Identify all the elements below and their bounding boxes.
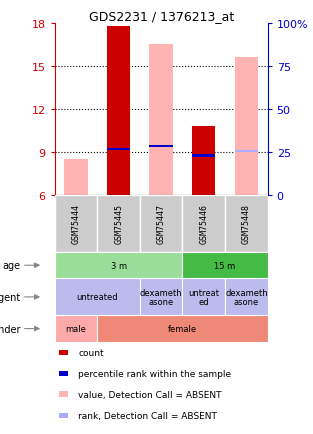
Text: untreat
ed: untreat ed bbox=[188, 288, 219, 306]
Text: gender: gender bbox=[0, 324, 21, 334]
Text: dexameth
asone: dexameth asone bbox=[225, 288, 268, 306]
Bar bbox=[150, 45, 173, 195]
Bar bbox=[55, 316, 97, 342]
Bar bbox=[55, 279, 140, 316]
Bar bbox=[59, 413, 68, 418]
Bar bbox=[107, 148, 130, 151]
Bar bbox=[235, 151, 258, 153]
Text: percentile rank within the sample: percentile rank within the sample bbox=[78, 369, 231, 378]
Bar bbox=[97, 195, 140, 252]
Bar bbox=[64, 160, 88, 195]
Bar bbox=[97, 316, 268, 342]
Bar bbox=[55, 252, 182, 279]
Text: GSM75447: GSM75447 bbox=[157, 204, 166, 244]
Text: age: age bbox=[3, 260, 21, 270]
Bar bbox=[140, 279, 182, 316]
Text: 3 m: 3 m bbox=[110, 261, 127, 270]
Text: dexameth
asone: dexameth asone bbox=[140, 288, 182, 306]
Text: GSM75446: GSM75446 bbox=[199, 204, 208, 244]
Text: male: male bbox=[66, 324, 86, 333]
Text: rank, Detection Call = ABSENT: rank, Detection Call = ABSENT bbox=[78, 411, 217, 420]
Bar bbox=[192, 155, 215, 158]
Text: untreated: untreated bbox=[77, 293, 118, 302]
Text: female: female bbox=[168, 324, 197, 333]
Text: GSM75444: GSM75444 bbox=[72, 204, 80, 244]
Bar bbox=[55, 195, 97, 252]
Text: 15 m: 15 m bbox=[214, 261, 236, 270]
Text: GSM75448: GSM75448 bbox=[242, 204, 251, 244]
Text: agent: agent bbox=[0, 292, 21, 302]
Bar bbox=[107, 27, 130, 195]
Text: GSM75445: GSM75445 bbox=[114, 204, 123, 244]
Bar bbox=[192, 127, 215, 195]
Bar bbox=[182, 279, 225, 316]
Text: value, Detection Call = ABSENT: value, Detection Call = ABSENT bbox=[78, 390, 222, 398]
Bar bbox=[225, 279, 268, 316]
Title: GDS2231 / 1376213_at: GDS2231 / 1376213_at bbox=[89, 10, 234, 23]
Bar bbox=[225, 195, 268, 252]
Bar bbox=[59, 350, 68, 355]
Bar bbox=[59, 391, 68, 397]
Bar bbox=[59, 371, 68, 376]
Bar bbox=[182, 252, 268, 279]
Text: count: count bbox=[78, 349, 104, 357]
Bar bbox=[182, 195, 225, 252]
Bar bbox=[140, 195, 182, 252]
Bar bbox=[235, 58, 258, 195]
Bar bbox=[150, 145, 173, 148]
